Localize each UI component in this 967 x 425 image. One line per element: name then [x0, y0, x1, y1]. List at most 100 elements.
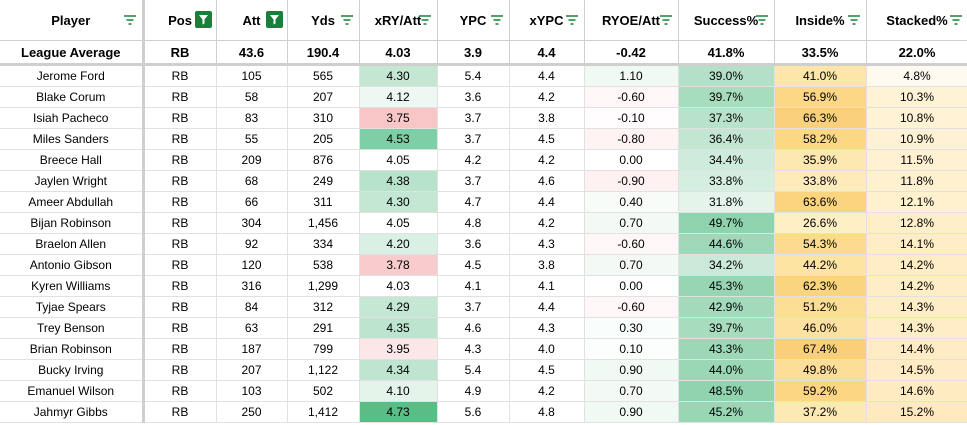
- header-pos[interactable]: Pos: [143, 0, 217, 41]
- cell-ryoe[interactable]: 0.90: [584, 359, 679, 381]
- cell-inside[interactable]: 49.8%: [774, 359, 867, 381]
- cell-stacked[interactable]: 10.8%: [866, 107, 967, 129]
- cell-player[interactable]: Bijan Robinson: [0, 212, 145, 234]
- cell-xry[interactable]: 4.05: [359, 149, 438, 171]
- cell-inside[interactable]: 59.2%: [774, 380, 867, 402]
- cell-att[interactable]: 209: [216, 149, 288, 171]
- cell-ypc[interactable]: 4.3: [437, 338, 510, 360]
- cell-inside[interactable]: 54.3%: [774, 233, 867, 255]
- cell-att[interactable]: 55: [216, 128, 288, 150]
- cell-pos[interactable]: RB: [143, 275, 217, 297]
- cell-player[interactable]: Jahmyr Gibbs: [0, 401, 145, 423]
- header-ypc[interactable]: YPC: [437, 0, 510, 41]
- header-stacked[interactable]: Stacked%: [866, 0, 967, 41]
- cell-xypc[interactable]: 4.8: [509, 401, 585, 423]
- cell-ypc[interactable]: 4.6: [437, 317, 510, 339]
- cell-xypc[interactable]: 4.2: [509, 212, 585, 234]
- cell-ryoe[interactable]: 0.40: [584, 191, 679, 213]
- cell-pos[interactable]: RB: [143, 338, 217, 360]
- cell-player[interactable]: Blake Corum: [0, 86, 145, 108]
- cell-inside[interactable]: 35.9%: [774, 149, 867, 171]
- cell-player[interactable]: Braelon Allen: [0, 233, 145, 255]
- cell-inside[interactable]: 46.0%: [774, 317, 867, 339]
- cell-player[interactable]: Bucky Irving: [0, 359, 145, 381]
- cell-xypc[interactable]: 4.0: [509, 338, 585, 360]
- cell-ypc[interactable]: 4.8: [437, 212, 510, 234]
- cell-inside[interactable]: 62.3%: [774, 275, 867, 297]
- cell-yds[interactable]: 334: [287, 233, 360, 255]
- cell-ryoe[interactable]: 0.00: [584, 275, 679, 297]
- cell-inside[interactable]: 37.2%: [774, 401, 867, 423]
- avg-cell[interactable]: 43.6: [216, 40, 288, 63]
- cell-success[interactable]: 42.9%: [678, 296, 775, 318]
- cell-att[interactable]: 84: [216, 296, 288, 318]
- cell-ypc[interactable]: 3.7: [437, 128, 510, 150]
- cell-ryoe[interactable]: -0.60: [584, 296, 679, 318]
- cell-pos[interactable]: RB: [143, 66, 217, 87]
- cell-xry[interactable]: 4.34: [359, 359, 438, 381]
- cell-yds[interactable]: 1,412: [287, 401, 360, 423]
- cell-player[interactable]: Isiah Pacheco: [0, 107, 145, 129]
- cell-success[interactable]: 45.3%: [678, 275, 775, 297]
- header-att[interactable]: Att: [216, 0, 288, 41]
- cell-xry[interactable]: 3.75: [359, 107, 438, 129]
- cell-xypc[interactable]: 4.3: [509, 317, 585, 339]
- cell-att[interactable]: 207: [216, 359, 288, 381]
- cell-stacked[interactable]: 14.2%: [866, 254, 967, 276]
- filter-icon[interactable]: [490, 14, 504, 26]
- cell-stacked[interactable]: 14.5%: [866, 359, 967, 381]
- cell-success[interactable]: 44.0%: [678, 359, 775, 381]
- cell-ypc[interactable]: 3.7: [437, 296, 510, 318]
- filter-icon[interactable]: [123, 14, 137, 26]
- cell-pos[interactable]: RB: [143, 317, 217, 339]
- cell-success[interactable]: 45.2%: [678, 401, 775, 423]
- cell-stacked[interactable]: 15.2%: [866, 401, 967, 423]
- avg-cell[interactable]: 4.03: [359, 40, 438, 63]
- cell-xypc[interactable]: 4.4: [509, 66, 585, 87]
- cell-ryoe[interactable]: 0.30: [584, 317, 679, 339]
- cell-success[interactable]: 36.4%: [678, 128, 775, 150]
- cell-xypc[interactable]: 4.2: [509, 86, 585, 108]
- cell-pos[interactable]: RB: [143, 296, 217, 318]
- cell-inside[interactable]: 66.3%: [774, 107, 867, 129]
- cell-xry[interactable]: 3.78: [359, 254, 438, 276]
- cell-yds[interactable]: 312: [287, 296, 360, 318]
- cell-inside[interactable]: 56.9%: [774, 86, 867, 108]
- cell-ryoe[interactable]: 1.10: [584, 66, 679, 87]
- cell-inside[interactable]: 33.8%: [774, 170, 867, 192]
- cell-inside[interactable]: 63.6%: [774, 191, 867, 213]
- cell-xypc[interactable]: 4.3: [509, 233, 585, 255]
- cell-ryoe[interactable]: 0.70: [584, 254, 679, 276]
- cell-xry[interactable]: 4.38: [359, 170, 438, 192]
- cell-xry[interactable]: 4.30: [359, 66, 438, 87]
- filter-active-icon[interactable]: [265, 11, 283, 28]
- cell-xypc[interactable]: 4.4: [509, 191, 585, 213]
- cell-stacked[interactable]: 14.3%: [866, 317, 967, 339]
- cell-stacked[interactable]: 14.1%: [866, 233, 967, 255]
- cell-pos[interactable]: RB: [143, 233, 217, 255]
- cell-yds[interactable]: 311: [287, 191, 360, 213]
- cell-att[interactable]: 250: [216, 401, 288, 423]
- cell-pos[interactable]: RB: [143, 86, 217, 108]
- cell-pos[interactable]: RB: [143, 170, 217, 192]
- cell-yds[interactable]: 207: [287, 86, 360, 108]
- cell-success[interactable]: 49.7%: [678, 212, 775, 234]
- cell-yds[interactable]: 565: [287, 66, 360, 87]
- cell-ypc[interactable]: 4.9: [437, 380, 510, 402]
- cell-xry[interactable]: 4.12: [359, 86, 438, 108]
- cell-ypc[interactable]: 3.7: [437, 170, 510, 192]
- header-xry-att[interactable]: xRY/Att: [359, 0, 438, 41]
- cell-xypc[interactable]: 4.2: [509, 380, 585, 402]
- cell-success[interactable]: 34.4%: [678, 149, 775, 171]
- cell-yds[interactable]: 1,122: [287, 359, 360, 381]
- cell-xypc[interactable]: 3.8: [509, 107, 585, 129]
- cell-success[interactable]: 39.7%: [678, 317, 775, 339]
- cell-success[interactable]: 31.8%: [678, 191, 775, 213]
- cell-ryoe[interactable]: -0.80: [584, 128, 679, 150]
- cell-ryoe[interactable]: -0.90: [584, 170, 679, 192]
- cell-att[interactable]: 103: [216, 380, 288, 402]
- cell-ryoe[interactable]: -0.10: [584, 107, 679, 129]
- cell-player[interactable]: Jerome Ford: [0, 66, 145, 87]
- cell-ypc[interactable]: 5.4: [437, 66, 510, 87]
- cell-player[interactable]: Miles Sanders: [0, 128, 145, 150]
